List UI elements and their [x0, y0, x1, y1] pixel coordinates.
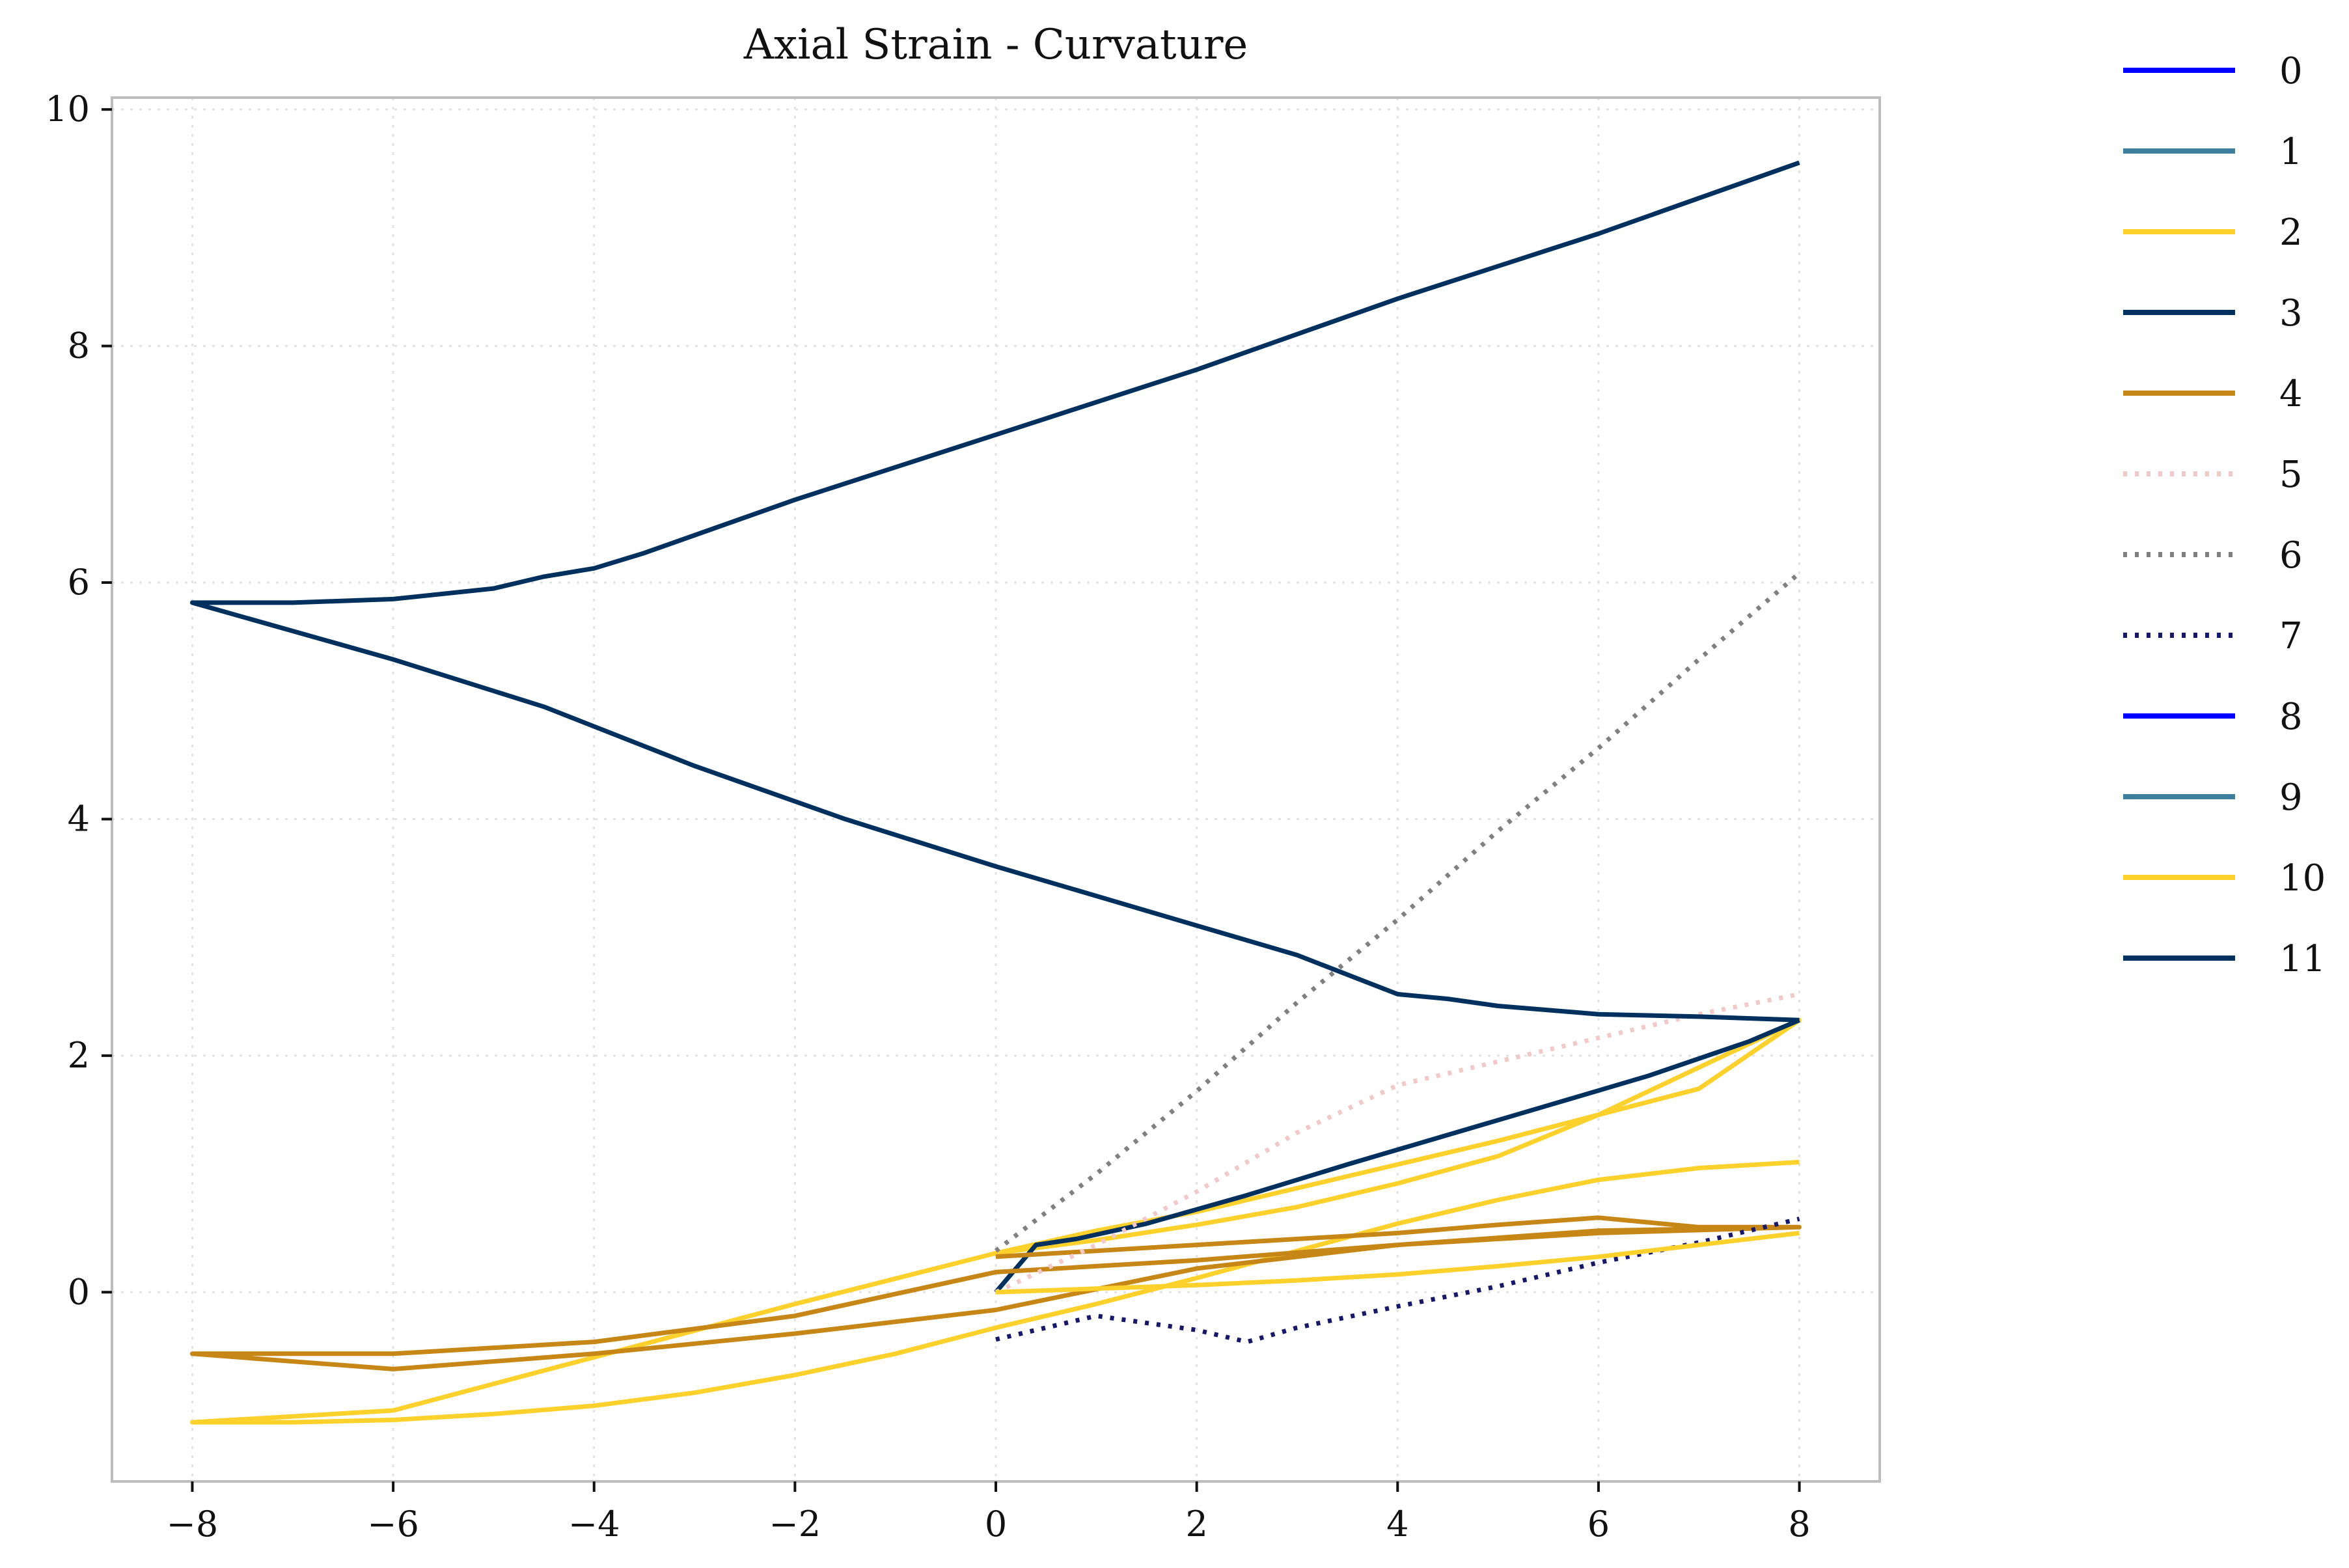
x-tick-label: 2: [1185, 1504, 1207, 1545]
legend-label-6: 6: [2279, 534, 2303, 577]
legend-label-4: 4: [2279, 373, 2303, 415]
series-10-line: [995, 1230, 1800, 1295]
x-tick-label: 0: [985, 1504, 1007, 1545]
legend-label-11: 11: [2279, 938, 2326, 980]
y-tick-label: 2: [68, 1035, 90, 1076]
y-tick-label: 0: [68, 1271, 90, 1312]
y-axis-ticks: 0 2 4 6 8 10: [45, 89, 112, 1312]
y-tick-label: 6: [68, 562, 90, 603]
series-2-line: [190, 1017, 1802, 1425]
x-tick-label: −8: [167, 1504, 219, 1545]
legend-label-7: 7: [2279, 615, 2303, 657]
y-tick-label: 8: [68, 325, 90, 366]
series-5-line: [995, 991, 1800, 1295]
series-11-line: [190, 160, 1800, 1023]
legend-label-0: 0: [2279, 50, 2303, 92]
y-tick-label: 10: [45, 89, 90, 130]
legend-label-2: 2: [2279, 212, 2303, 254]
x-tick-label: 6: [1587, 1504, 1610, 1545]
series-3-line: [994, 1018, 1800, 1294]
series-4-line: [190, 1215, 1802, 1371]
legend: 0 1 2 3 4 5 6 7 8 9 10 11: [2123, 50, 2326, 980]
legend-label-1: 1: [2279, 131, 2303, 173]
x-axis-ticks: −8 −6 −4 −2 0 2 4 6 8: [167, 1481, 1811, 1545]
legend-label-8: 8: [2279, 696, 2303, 738]
x-tick-label: −6: [367, 1504, 419, 1545]
legend-label-9: 9: [2279, 777, 2303, 819]
y-tick-label: 4: [68, 798, 90, 839]
x-tick-label: −2: [769, 1504, 821, 1545]
x-tick-label: 8: [1788, 1504, 1810, 1545]
x-tick-label: 4: [1386, 1504, 1408, 1545]
series-layer: [190, 160, 1802, 1425]
chart-title: Axial Strain - Curvature: [743, 21, 1248, 69]
legend-label-10: 10: [2279, 857, 2326, 900]
x-tick-label: −4: [568, 1504, 620, 1545]
legend-label-3: 3: [2279, 292, 2303, 335]
legend-label-5: 5: [2279, 454, 2303, 496]
